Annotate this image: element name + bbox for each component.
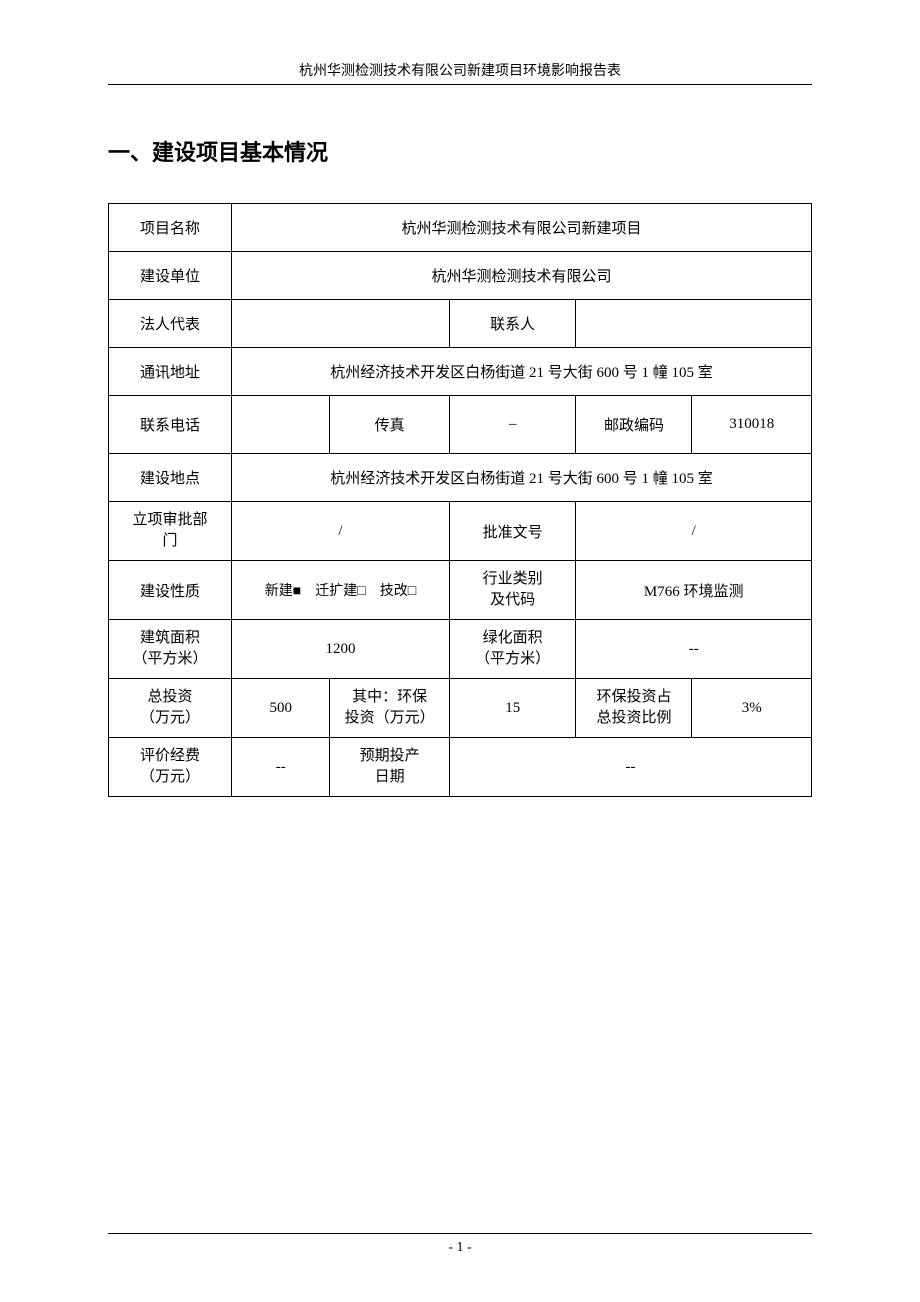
label-green-area-text: 绿化面积（平方米） <box>475 630 550 667</box>
label-construction-location: 建设地点 <box>109 454 232 502</box>
label-env-ratio: 环保投资占总投资比例 <box>576 679 692 738</box>
value-contact-person <box>576 300 812 348</box>
value-approval-dept: / <box>232 502 450 561</box>
label-eval-cost-text: 评价经费（万元） <box>140 748 200 785</box>
label-green-area: 绿化面积（平方米） <box>449 620 576 679</box>
label-total-investment: 总投资（万元） <box>109 679 232 738</box>
value-expected-date: -- <box>449 738 811 797</box>
table-row: 法人代表 联系人 <box>109 300 812 348</box>
page-container: 杭州华测检测技术有限公司新建项目环境影响报告表 一、建设项目基本情况 项目名称 … <box>0 0 920 837</box>
label-eval-cost: 评价经费（万元） <box>109 738 232 797</box>
table-row: 总投资（万元） 500 其中：环保投资（万元） 15 环保投资占总投资比例 3% <box>109 679 812 738</box>
value-fax: – <box>449 396 576 454</box>
table-row: 建设性质 新建■ 迁扩建□ 技改□ 行业类别及代码 M766 环境监测 <box>109 561 812 620</box>
value-eval-cost: -- <box>232 738 330 797</box>
label-contact-person: 联系人 <box>449 300 576 348</box>
label-mailing-address: 通讯地址 <box>109 348 232 396</box>
label-approval-no: 批准文号 <box>449 502 576 561</box>
value-building-area: 1200 <box>232 620 450 679</box>
value-total-investment: 500 <box>232 679 330 738</box>
label-construction-unit: 建设单位 <box>109 252 232 300</box>
label-industry-category-text: 行业类别及代码 <box>483 571 543 608</box>
label-phone: 联系电话 <box>109 396 232 454</box>
value-approval-no: / <box>576 502 812 561</box>
label-building-area: 建筑面积（平方米） <box>109 620 232 679</box>
footer-divider <box>108 1233 812 1234</box>
table-row: 评价经费（万元） -- 预期投产日期 -- <box>109 738 812 797</box>
value-env-investment: 15 <box>449 679 576 738</box>
label-env-investment: 其中：环保投资（万元） <box>330 679 450 738</box>
page-footer: - 1 - <box>108 1233 812 1256</box>
label-expected-date: 预期投产日期 <box>330 738 450 797</box>
label-approval-dept-text: 立项审批部门 <box>133 512 208 549</box>
label-env-ratio-text: 环保投资占总投资比例 <box>596 689 671 726</box>
table-row: 立项审批部门 / 批准文号 / <box>109 502 812 561</box>
label-legal-rep: 法人代表 <box>109 300 232 348</box>
value-construction-unit: 杭州华测检测技术有限公司 <box>232 252 812 300</box>
header-divider <box>108 84 812 85</box>
label-total-investment-text: 总投资（万元） <box>140 689 200 726</box>
page-header-title: 杭州华测检测技术有限公司新建项目环境影响报告表 <box>108 60 812 80</box>
value-postal-code: 310018 <box>692 396 812 454</box>
label-building-area-text: 建筑面积（平方米） <box>133 630 208 667</box>
value-mailing-address: 杭州经济技术开发区白杨街道 21 号大街 600 号 1 幢 105 室 <box>232 348 812 396</box>
value-env-ratio: 3% <box>692 679 812 738</box>
value-phone <box>232 396 330 454</box>
section-title: 一、建设项目基本情况 <box>108 135 812 167</box>
label-project-name: 项目名称 <box>109 204 232 252</box>
table-row: 项目名称 杭州华测检测技术有限公司新建项目 <box>109 204 812 252</box>
table-row: 建设单位 杭州华测检测技术有限公司 <box>109 252 812 300</box>
value-project-name: 杭州华测检测技术有限公司新建项目 <box>232 204 812 252</box>
label-expected-date-text: 预期投产日期 <box>360 748 420 785</box>
value-industry-category: M766 环境监测 <box>576 561 812 620</box>
value-green-area: -- <box>576 620 812 679</box>
construction-nature-options: 新建■ 迁扩建□ 技改□ <box>265 580 416 600</box>
table-row: 通讯地址 杭州经济技术开发区白杨街道 21 号大街 600 号 1 幢 105 … <box>109 348 812 396</box>
label-construction-nature: 建设性质 <box>109 561 232 620</box>
project-info-table: 项目名称 杭州华测检测技术有限公司新建项目 建设单位 杭州华测检测技术有限公司 … <box>108 203 812 797</box>
label-env-investment-text: 其中：环保投资（万元） <box>345 689 435 726</box>
table-row: 建设地点 杭州经济技术开发区白杨街道 21 号大街 600 号 1 幢 105 … <box>109 454 812 502</box>
label-approval-dept: 立项审批部门 <box>109 502 232 561</box>
label-fax: 传真 <box>330 396 450 454</box>
value-legal-rep <box>232 300 450 348</box>
label-postal-code: 邮政编码 <box>576 396 692 454</box>
table-row: 建筑面积（平方米） 1200 绿化面积（平方米） -- <box>109 620 812 679</box>
table-row: 联系电话 传真 – 邮政编码 310018 <box>109 396 812 454</box>
label-industry-category: 行业类别及代码 <box>449 561 576 620</box>
value-construction-nature: 新建■ 迁扩建□ 技改□ <box>232 561 450 620</box>
page-number: - 1 - <box>108 1240 812 1256</box>
value-construction-location: 杭州经济技术开发区白杨街道 21 号大街 600 号 1 幢 105 室 <box>232 454 812 502</box>
